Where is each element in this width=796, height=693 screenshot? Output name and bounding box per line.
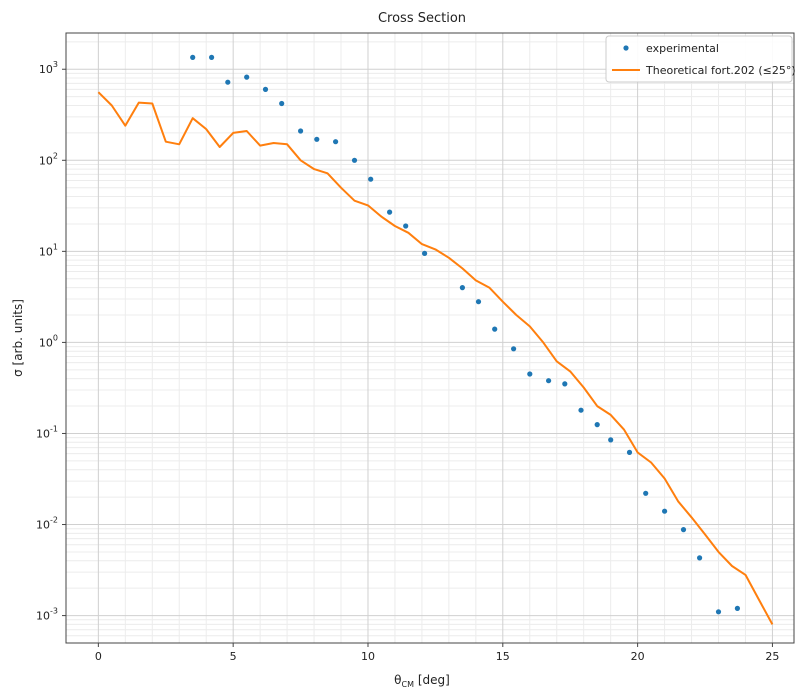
experimental-point	[626, 449, 633, 455]
experimental-point	[314, 136, 320, 142]
y-tick-label: 100	[39, 333, 58, 349]
y-tick-label: 10-1	[36, 424, 58, 440]
y-tick-label: 101	[39, 242, 58, 258]
experimental-point	[546, 378, 552, 384]
legend-box	[605, 35, 793, 83]
experimental-point	[697, 555, 703, 561]
experimental-point	[403, 223, 409, 229]
experimental-point	[209, 54, 215, 61]
y-tick-label: 10-2	[36, 516, 58, 532]
legend-label-theoretical: Theoretical fort.202 (≤25°)	[645, 64, 796, 77]
experimental-point	[422, 250, 428, 256]
y-tick-label: 102	[39, 151, 58, 167]
legend-label-experimental: experimental	[646, 42, 719, 55]
experimental-point	[244, 74, 250, 80]
x-tick-label: 5	[230, 650, 237, 663]
y-tick-label: 10-3	[36, 607, 58, 623]
experimental-point	[608, 437, 614, 443]
experimental-point	[333, 139, 339, 145]
experimental-point	[279, 100, 285, 107]
plot-frame	[65, 32, 795, 644]
series-layer	[97, 54, 774, 625]
y-tick-label: 103	[39, 60, 58, 76]
experimental-point	[298, 128, 304, 134]
x-axis-label-symbol: θ	[394, 673, 401, 687]
x-axis-label-subscript: CM	[402, 680, 415, 689]
experimental-point	[562, 381, 568, 387]
x-tick-label: 15	[496, 650, 510, 663]
experimental-point	[351, 157, 358, 163]
experimental-point	[734, 605, 741, 612]
x-tick-label: 0	[95, 650, 102, 663]
legend: experimental Theoretical fort.202 (≤25°)	[605, 35, 796, 83]
experimental-point	[262, 86, 269, 92]
theoretical-line	[97, 91, 774, 625]
experimental-point	[225, 79, 231, 85]
chart-title: Cross Section	[378, 11, 466, 26]
experimental-point	[510, 346, 517, 352]
grid-layer	[66, 33, 794, 643]
experimental-point	[680, 527, 687, 533]
y-axis-label: σ [arb. units]	[11, 299, 25, 377]
experimental-point	[578, 407, 584, 413]
experimental-point	[662, 508, 668, 514]
experimental-point	[715, 609, 722, 615]
experimental-point	[492, 326, 498, 332]
x-axis-label: θCM [deg]	[394, 673, 450, 689]
legend-marker-experimental	[623, 45, 629, 51]
x-tick-label: 25	[765, 650, 779, 663]
experimental-point	[387, 209, 393, 215]
x-tick-label: 10	[361, 650, 375, 663]
x-axis-label-unit: [deg]	[414, 673, 450, 687]
ticks-layer: 0 5 10 15 20 25 10-3 10-2 10-1 100 101 102 103	[36, 60, 779, 663]
experimental-point	[643, 490, 649, 496]
experimental-point	[475, 299, 482, 305]
experimental-point	[594, 422, 600, 428]
experimental-point	[368, 176, 374, 182]
experimental-point	[527, 371, 533, 377]
experimental-point	[190, 54, 196, 61]
x-tick-label: 20	[631, 650, 645, 663]
experimental-point	[459, 285, 465, 291]
